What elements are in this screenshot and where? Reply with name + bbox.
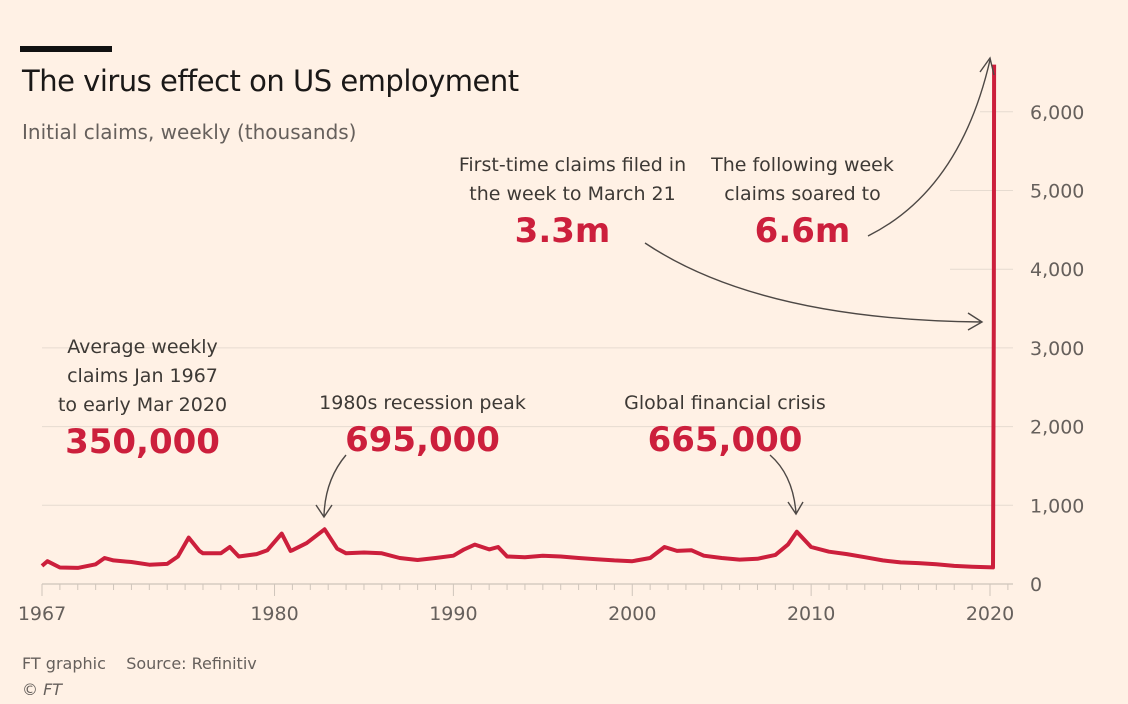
annotation-text: the week to March 21 [469, 183, 676, 205]
annotation-march21: First-time claims filed in the week to M… [440, 151, 705, 253]
x-tick-label: 2010 [787, 603, 835, 625]
x-tick-label: 2000 [608, 603, 656, 625]
claims-line [40, 64, 997, 570]
x-tick-label: 1980 [250, 603, 298, 625]
y-tick-label: 1,000 [1030, 495, 1084, 517]
arrow-march21 [644, 242, 984, 331]
annotation-value: 3.3m [514, 211, 611, 251]
annotation-gfc: Global financial crisis 665,000 [600, 389, 850, 462]
y-tick-label: 2,000 [1030, 417, 1084, 439]
annotation-average: Average weekly claims Jan 1967 to early … [40, 333, 245, 464]
y-tick-label: 0 [1030, 574, 1042, 596]
annotation-value: 695,000 [345, 420, 500, 460]
x-tick-label: 1967 [18, 603, 66, 625]
arrow-1980s [315, 454, 347, 519]
chart-subtitle: Initial claims, weekly (thousands) [22, 120, 357, 144]
annotation-following-week: The following week claims soared to 6.6m [690, 151, 915, 253]
annotation-text: claims soared to [724, 183, 881, 205]
y-tick-label: 5,000 [1030, 181, 1084, 203]
annotation-text: Global financial crisis [624, 392, 826, 414]
y-tick-label: 4,000 [1030, 259, 1084, 281]
chart-title: The virus effect on US employment [22, 64, 519, 98]
annotation-text: to early Mar 2020 [57, 394, 228, 416]
ft-title-bar [20, 46, 112, 52]
arrow-following-week [867, 56, 995, 237]
arrow-gfc [769, 454, 804, 516]
footer-source: Source: Refinitiv [126, 654, 257, 673]
annotation-value: 350,000 [65, 422, 220, 462]
annotation-text: The following week [711, 154, 894, 176]
x-tick-label: 1990 [429, 603, 477, 625]
annotation-value: 6.6m [754, 211, 851, 251]
y-tick-label: 3,000 [1030, 338, 1084, 360]
annotation-value: 665,000 [647, 420, 803, 460]
footer-credits: FT graphic Source: Refinitiv [22, 654, 257, 673]
footer-credit: FT graphic [22, 654, 106, 673]
x-tick-label: 2020 [966, 603, 1014, 625]
annotation-1980s: 1980s recession peak 695,000 [300, 389, 545, 462]
annotation-text: 1980s recession peak [319, 392, 526, 414]
footer-copyright: © FT [22, 680, 63, 699]
y-tick-label: 6,000 [1030, 102, 1084, 124]
annotation-text: First-time claims filed in [458, 154, 687, 176]
annotation-text: claims Jan 1967 [67, 365, 218, 387]
annotation-text: Average weekly [67, 336, 218, 358]
